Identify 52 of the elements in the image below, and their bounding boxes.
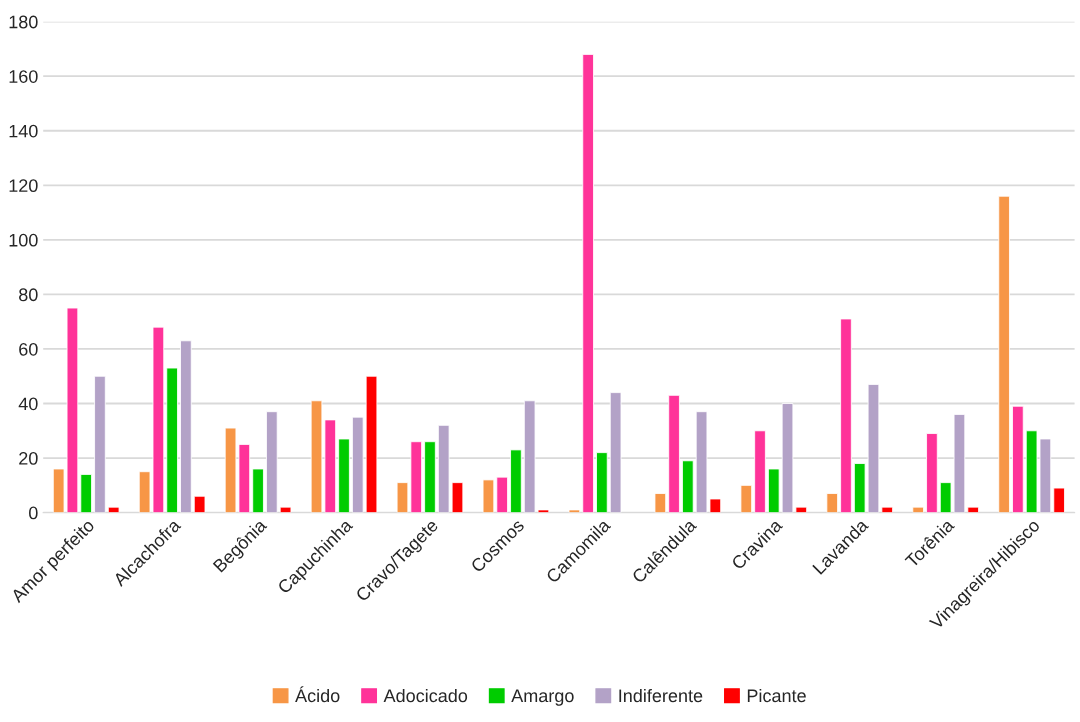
bar [609, 392, 622, 513]
y-tick-label: 180 [9, 15, 38, 29]
bar [193, 495, 206, 513]
bar [496, 476, 508, 513]
bar [279, 506, 292, 513]
y-tick-label: 100 [9, 233, 38, 247]
legend-label: Indiferente [619, 688, 703, 703]
bar [180, 340, 192, 513]
bar [80, 474, 92, 513]
bar [365, 375, 378, 513]
legend-label: Amargo [511, 689, 574, 706]
legend-label: Picante [747, 688, 806, 703]
bar [967, 506, 979, 513]
y-tick-label: 80 [19, 288, 38, 302]
bar [682, 460, 694, 513]
bar [252, 468, 264, 513]
bar [1053, 487, 1065, 513]
y-tick-label: 120 [9, 179, 38, 193]
bar [424, 441, 436, 513]
bar [926, 433, 938, 513]
y-tick-label: 40 [18, 397, 38, 411]
y-tick-label: 0 [29, 506, 38, 520]
bar [568, 509, 581, 513]
bar [912, 506, 924, 513]
bar [107, 506, 120, 513]
y-tick-label: 20 [19, 452, 38, 465]
bar [826, 493, 838, 513]
legend-label: Ácido [295, 686, 340, 703]
bar [396, 482, 409, 513]
bar [881, 506, 894, 513]
bar [166, 367, 178, 513]
y-tick-label: 160 [9, 70, 38, 83]
bar [596, 452, 608, 513]
y-tick-label: 140 [9, 124, 38, 138]
bar [998, 195, 1010, 513]
bar [351, 416, 364, 513]
bar [482, 479, 495, 513]
bar [582, 53, 594, 513]
bar [767, 468, 780, 513]
bar [510, 449, 522, 513]
bar [654, 493, 667, 513]
bar [1012, 405, 1024, 513]
bar [668, 394, 680, 513]
bar [338, 438, 350, 513]
bar [410, 441, 423, 513]
bar [266, 411, 278, 513]
bar [840, 318, 852, 513]
y-tick-label: 60 [19, 342, 38, 356]
legend-label: Adocicado [383, 688, 468, 703]
bar [740, 484, 753, 513]
bar [754, 430, 766, 513]
bar [94, 375, 106, 513]
